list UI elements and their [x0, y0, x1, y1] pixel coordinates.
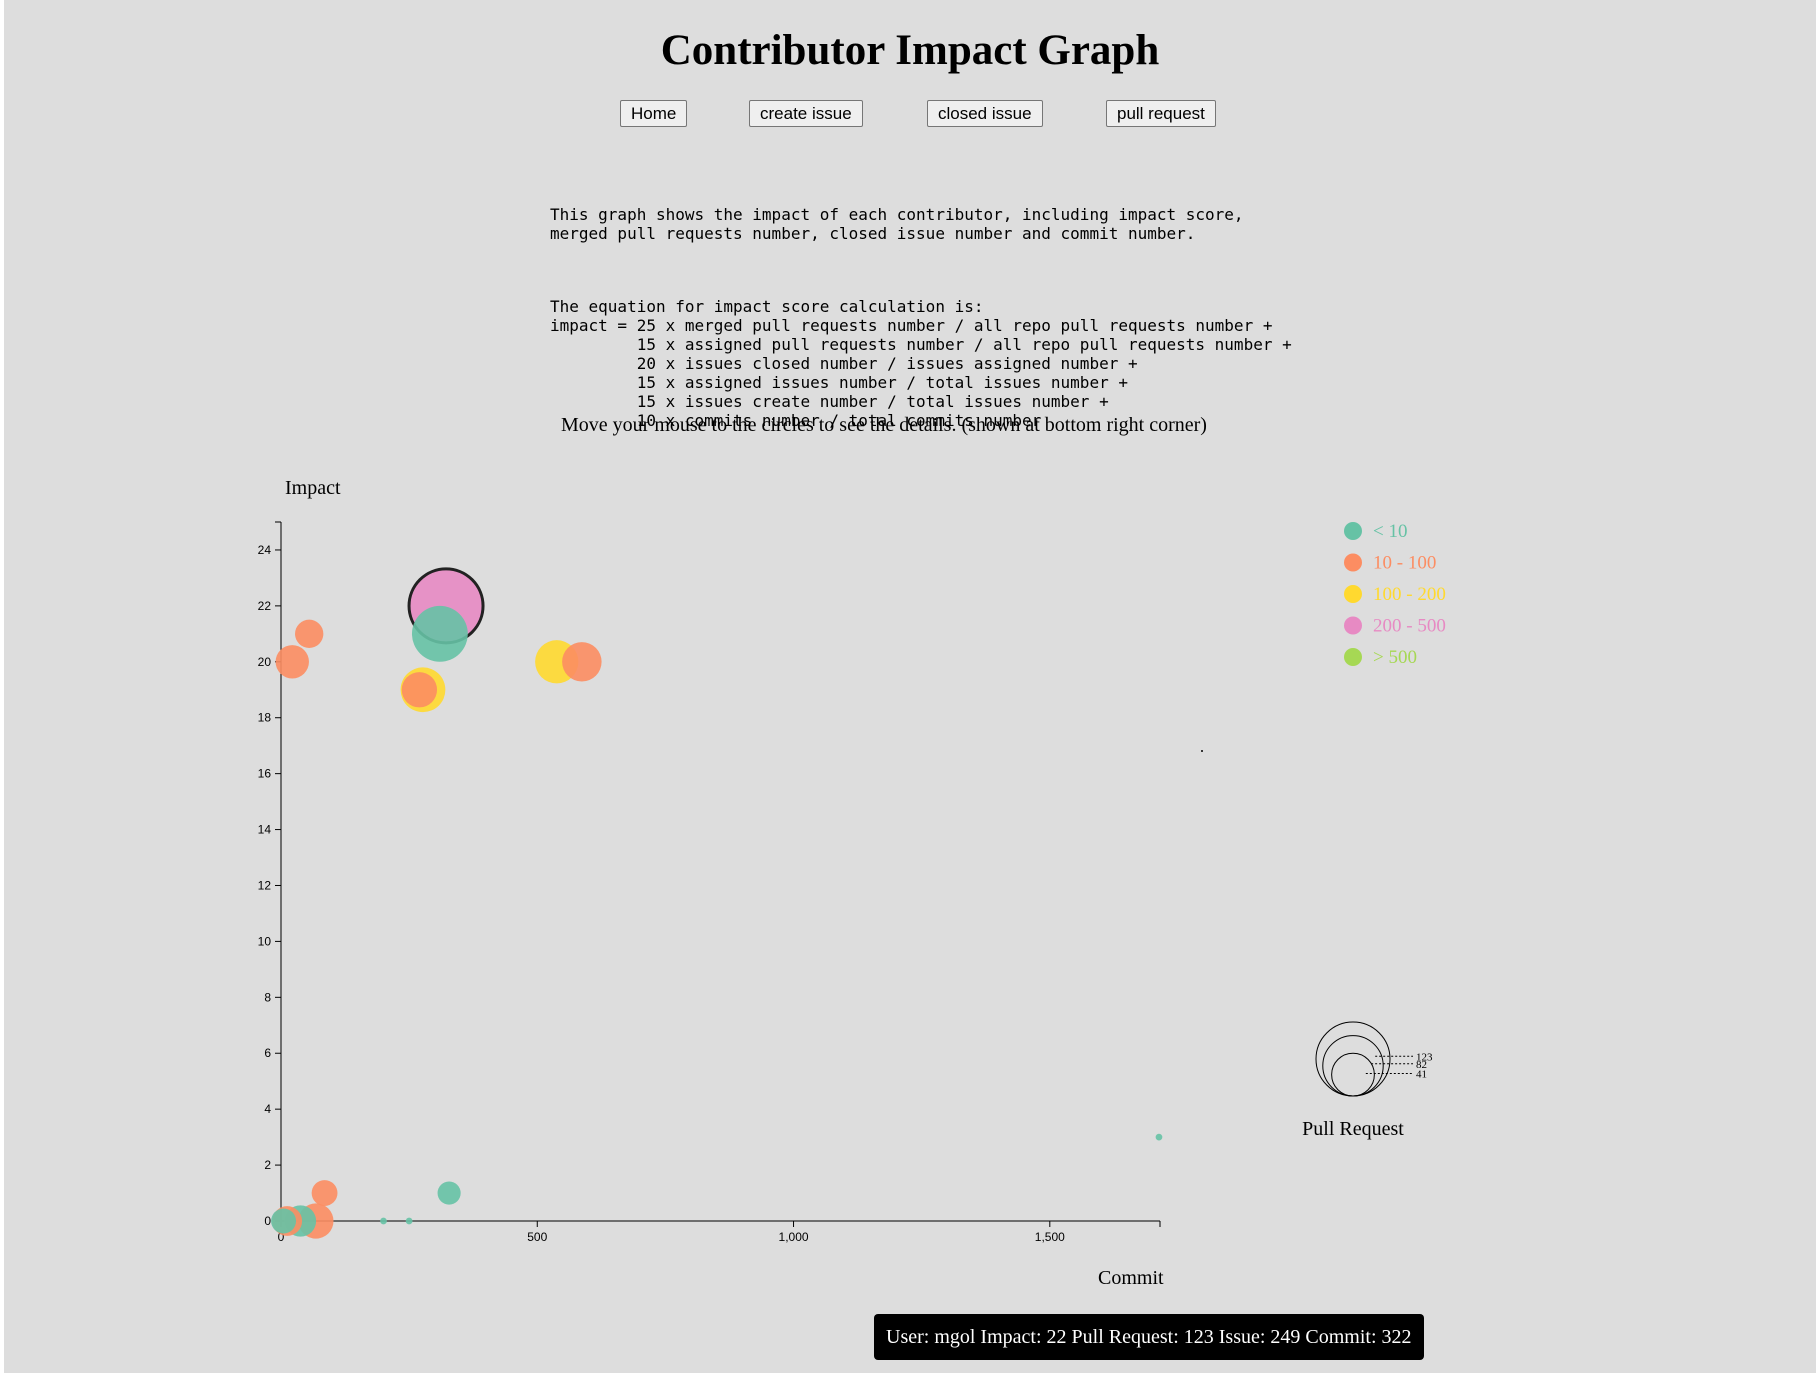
description: This graph shows the impact of each cont… — [550, 167, 1350, 468]
contributor-bubble[interactable] — [437, 1181, 461, 1205]
pull-request-button[interactable]: pull request — [1106, 100, 1216, 127]
contributor-bubble[interactable] — [380, 1217, 387, 1225]
contributor-bubble[interactable] — [562, 642, 602, 682]
y-tick-label: 24 — [258, 543, 272, 557]
create-issue-button[interactable]: create issue — [749, 100, 863, 127]
y-tick-label: 0 — [264, 1214, 271, 1228]
x-tick-label: 1,500 — [1035, 1230, 1065, 1244]
legend-label: < 10 — [1373, 521, 1407, 542]
legend-label: > 500 — [1373, 647, 1417, 668]
contributor-bubble[interactable] — [295, 619, 324, 648]
y-tick-label: 6 — [264, 1046, 271, 1060]
closed-issue-button[interactable]: closed issue — [927, 100, 1043, 127]
size-legend-circle — [1322, 1035, 1384, 1097]
legend-swatch — [1344, 648, 1362, 666]
y-tick-label: 12 — [258, 878, 272, 892]
page-title: Contributor Impact Graph — [660, 27, 1160, 74]
home-button[interactable]: Home — [620, 100, 688, 127]
stray-dot — [1201, 750, 1203, 752]
legend-label: 200 - 500 — [1373, 616, 1446, 637]
contributor-bubble[interactable] — [405, 1217, 413, 1225]
contributor-bubble[interactable] — [411, 605, 468, 662]
page-background: Contributor Impact Graph Home create iss… — [4, 0, 1816, 1373]
contributor-bubble[interactable] — [401, 672, 438, 708]
y-tick-label: 10 — [258, 934, 272, 948]
size-legend-circle — [1331, 1052, 1375, 1097]
legend-swatch — [1344, 553, 1362, 572]
y-tick-label: 14 — [258, 823, 272, 837]
size-legend-circle — [1315, 1021, 1391, 1097]
y-tick-label: 4 — [264, 1102, 271, 1116]
y-tick-label: 8 — [264, 990, 271, 1004]
x-axis-title: Commit — [1098, 1267, 1164, 1289]
legend-swatch — [1344, 585, 1362, 603]
x-tick-label: 0 — [278, 1230, 285, 1244]
color-legend: < 10 10 - 100 100 - 200 200 - 500 > 500 — [1344, 521, 1446, 668]
y-tick-label: 2 — [264, 1158, 271, 1172]
legend-label: 10 - 100 — [1373, 553, 1436, 574]
x-tick-label: 1,000 — [779, 1230, 809, 1244]
contributor-bubble[interactable] — [271, 1208, 297, 1234]
impact-equation: The equation for impact score calculatio… — [550, 297, 1292, 430]
description-intro: This graph shows the impact of each cont… — [550, 205, 1244, 243]
hover-hint: Move your mouse to the circles to see th… — [561, 414, 1207, 436]
contributor-bubble[interactable] — [311, 1180, 338, 1206]
y-tick-label: 16 — [258, 767, 272, 781]
contributor-bubble[interactable] — [275, 645, 309, 679]
legend-swatch — [1344, 616, 1362, 635]
size-legend-value: 123 — [1416, 1051, 1433, 1063]
size-legend-value: 82 — [1416, 1059, 1427, 1071]
y-tick-label: 22 — [258, 599, 272, 613]
x-tick-label: 500 — [527, 1230, 547, 1244]
contributor-bubble[interactable] — [1155, 1133, 1163, 1141]
detail-tooltip: User: mgol Impact: 22 Pull Request: 123 … — [874, 1314, 1424, 1360]
size-legend-title: Pull Request — [1302, 1118, 1404, 1140]
y-axis-title: Impact — [285, 477, 341, 499]
bubble-layer[interactable] — [271, 567, 1203, 1239]
y-tick-label: 20 — [258, 655, 272, 669]
legend-swatch — [1344, 522, 1362, 540]
y-tick-label: 18 — [258, 711, 272, 725]
legend-label: 100 - 200 — [1373, 584, 1446, 605]
size-legend-value: 41 — [1416, 1069, 1427, 1081]
